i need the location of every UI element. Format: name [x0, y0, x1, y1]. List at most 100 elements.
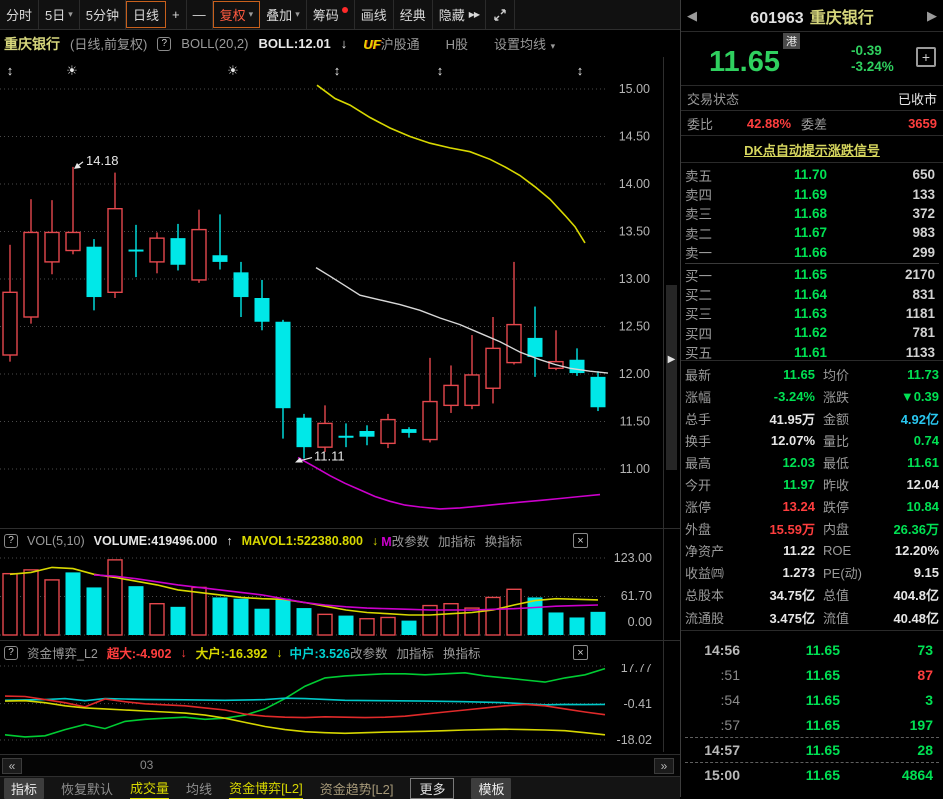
restore-default[interactable]: 恢复默认 [61, 781, 114, 797]
tape-price: 11.65 [805, 716, 840, 733]
level-volume: 1133 [905, 344, 935, 360]
order-book-row[interactable]: 买五 11.61 1133 [685, 343, 939, 362]
expand-icon [494, 8, 506, 21]
fund-trend-tab[interactable]: 资金趋势[L2] [319, 781, 394, 797]
order-book-row[interactable]: 卖二 11.67 983 [685, 223, 939, 242]
dk-signal-link[interactable]: DK点自动提示涨跌信号 [744, 142, 880, 158]
main-chart-area: 15.00 14.50 14.00 13.50 13.00 12.50 12.00 11.50… [0, 57, 680, 528]
scroll-right-button[interactable]: » [654, 758, 674, 774]
help-icon[interactable]: ? [4, 645, 18, 660]
svg-text:11.50: 11.50 [620, 415, 650, 429]
level-price: 11.70 [793, 167, 827, 183]
down-arrow-icon: ↓ [180, 645, 187, 660]
candlestick-chart[interactable]: 15.00 14.50 14.00 13.50 13.00 12.50 12.00 11.50… [0, 57, 680, 528]
level-price: 11.68 [793, 205, 827, 221]
weibi-label: 委比 [687, 116, 714, 132]
order-book-row[interactable]: 卖三 11.68 372 [685, 204, 939, 223]
chip-distribution-button[interactable]: 筹码 [307, 0, 355, 29]
add-indicator-button[interactable]: 加指标 [438, 535, 476, 549]
price-change: -0.39 -3.24% [851, 43, 894, 75]
chart-header: 重庆银行 (日线,前复权) ? BOLL(20,2) BOLL:12.01 ↓ … [0, 30, 680, 57]
trade-status-row: 交易状态 已收市 [681, 86, 943, 111]
order-book-row[interactable]: 买四 11.62 781 [685, 323, 939, 342]
stat-row: 净资产 11.22 ROE 12.20% [685, 540, 939, 562]
fullscreen-button[interactable] [486, 0, 516, 29]
tape-time: 14:57 [704, 742, 740, 758]
switch-indicator-button[interactable]: 换指标 [484, 535, 523, 549]
mavol1-value: MAVOL1:522380.800 [241, 533, 363, 548]
tape-volume: 3 [925, 691, 933, 708]
stat-row: 今开 11.97 昨收 12.04 [685, 473, 939, 495]
fund-game-tab[interactable]: 资金博弈[L2] [229, 778, 303, 799]
volume-chart[interactable]: 123.00 61.70 0.00 [0, 552, 680, 640]
order-book-row[interactable]: 买三 11.63 1181 [685, 304, 939, 323]
svg-text:12.50: 12.50 [619, 320, 650, 334]
volume-tab[interactable]: 成交量 [130, 778, 170, 799]
close-pane-icon[interactable]: × [573, 645, 588, 660]
close-pane-icon[interactable]: × [573, 533, 588, 548]
add-to-watchlist-button[interactable]: + [916, 47, 936, 67]
add-indicator-button[interactable]: 加指标 [396, 647, 435, 661]
overlay-button[interactable]: 叠加 ▾ [260, 0, 307, 29]
hide-button[interactable]: 隐藏 ▶▶ [433, 0, 487, 29]
indicator-label[interactable]: BOLL(20,2) [181, 36, 249, 51]
draw-line-button[interactable]: 画线 [355, 0, 394, 29]
5min-chart-button[interactable]: 5分钟 [80, 0, 127, 29]
edit-params-button[interactable]: 改参数 [349, 647, 388, 661]
tape-row: 14:57 11.65 28 [685, 737, 939, 762]
ma-settings-button[interactable]: 设置均线 ▾ [493, 37, 556, 52]
time-sales-list[interactable]: 14:56 11.65 73:51 11.65 87:54 11.65 3:57 11.65 1… [681, 631, 943, 787]
chevron-down-icon: ▾ [248, 9, 254, 19]
edit-params-button[interactable]: 改参数 [391, 535, 430, 549]
next-stock-button[interactable]: ▶ [927, 7, 937, 23]
template-tab[interactable]: 模板 [471, 777, 512, 799]
order-book-row[interactable]: 买二 11.64 831 [685, 284, 939, 304]
tape-volume: 87 [917, 666, 933, 683]
more-tab[interactable]: 更多 [410, 777, 455, 799]
minute-chart-button[interactable]: 分时 [0, 0, 40, 29]
weicha-value: 3659 [908, 115, 937, 131]
adjust-price-button[interactable]: 复权 ▾ [212, 1, 261, 28]
panel-scrollbar[interactable] [666, 285, 677, 470]
stat-label: 涨停 [685, 500, 712, 516]
help-icon[interactable]: ? [4, 533, 18, 548]
chip-distribution-label: 筹码 [312, 8, 339, 23]
stat-value: 11.73 [907, 366, 939, 382]
order-book-row[interactable]: 卖四 11.69 133 [685, 184, 939, 204]
tape-price: 11.65 [805, 691, 840, 708]
collapse-panel-icon[interactable]: ▶ [667, 353, 676, 365]
zoom-in-button[interactable]: + [166, 0, 187, 29]
h-share-button[interactable]: H股 [445, 37, 468, 52]
trade-status-value: 已收市 [897, 91, 937, 107]
level-price: 11.63 [793, 305, 827, 321]
classic-button[interactable]: 经典 [394, 0, 433, 29]
daily-chart-button[interactable]: 日线 [126, 1, 167, 28]
stat-label: 流值 [823, 610, 850, 626]
order-book-row[interactable]: 卖一 11.66 299 [685, 243, 939, 262]
order-book-row[interactable]: 买一 11.65 2170 [685, 265, 939, 284]
ma-tab[interactable]: 均线 [186, 781, 213, 797]
hgt-label[interactable]: 沪股通 [380, 37, 420, 52]
fund-chart[interactable]: 17.77 -0.41 -18.02 [0, 664, 680, 754]
classic-label: 经典 [399, 8, 426, 23]
zoom-out-button[interactable]: — [187, 0, 213, 29]
tape-price: 11.65 [805, 742, 840, 758]
stat-value: 404.8亿 [893, 588, 939, 604]
level-volume: 2170 [904, 267, 935, 283]
stat-value: 34.75亿 [769, 588, 815, 604]
scroll-left-button[interactable]: « [2, 758, 22, 774]
fund-line-large [4, 699, 606, 736]
help-icon[interactable]: ? [157, 36, 172, 51]
stat-row: 最高 12.03 最低 11.61 [685, 451, 939, 473]
stat-value: 11.22 [783, 543, 815, 559]
5day-chart-button[interactable]: 5日 ▾ [39, 0, 80, 29]
stat-value: 12.07% [770, 432, 815, 448]
svg-text:123.00: 123.00 [614, 552, 652, 565]
order-book-row[interactable]: 卖五 11.70 650 [685, 165, 939, 184]
stat-label: 最低 [823, 455, 850, 471]
prev-stock-button[interactable]: ◀ [687, 7, 697, 23]
tape-price: 11.65 [805, 641, 840, 658]
fund-pane-header: ? 资金博弈_L2 超大:-4.902 ↓ 大户:-16.392 ↓ 中户:3.… [0, 640, 680, 664]
switch-indicator-button[interactable]: 换指标 [443, 647, 481, 661]
indicator[interactable]: 指标 [4, 777, 45, 799]
